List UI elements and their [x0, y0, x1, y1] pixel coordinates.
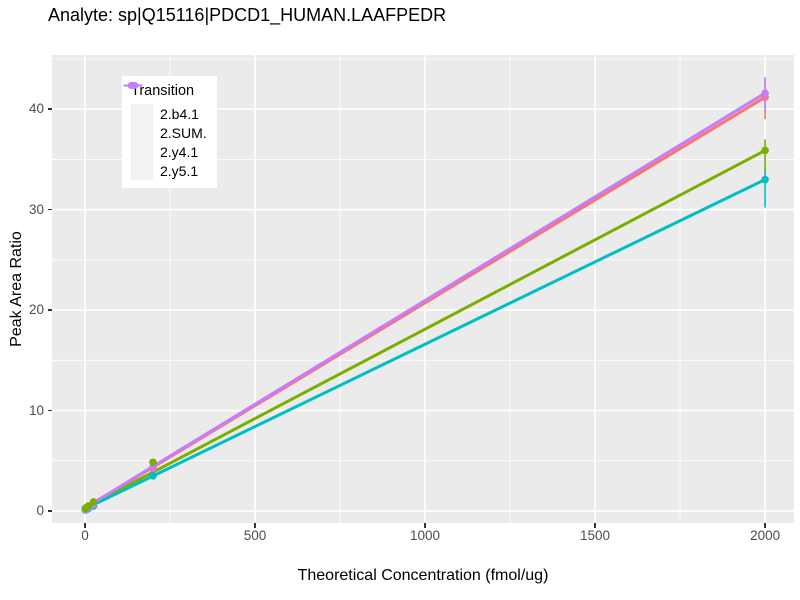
- legend-item-label: 2.SUM.: [160, 124, 207, 141]
- legend-item: 2.y5.1: [123, 81, 207, 180]
- x-tick-mark: [424, 523, 426, 528]
- legend-items: 2.b4.1 2.SUM. 2.y4.1 2.y5.1: [123, 81, 207, 180]
- y-tick-mark: [47, 309, 52, 311]
- legend-key: [123, 81, 153, 180]
- chart-title: Analyte: sp|Q15116|PDCD1_HUMAN.LAAFPEDR: [48, 5, 447, 25]
- series-line-2.y5.1: [84, 91, 766, 510]
- x-tick-label: 2000: [750, 528, 781, 543]
- legend-key: [123, 81, 153, 161]
- legend-key-mark-icon: [123, 81, 143, 90]
- x-tick-label: 0: [81, 528, 89, 543]
- data-point-2.SUM.: [149, 458, 157, 467]
- series-line-2.y4.1: [84, 178, 766, 511]
- legend-item-label: 2.y5.1: [160, 162, 199, 179]
- series-line-2.SUM.: [84, 149, 766, 510]
- data-point-2.y4.1: [761, 175, 769, 184]
- x-tick-mark: [254, 523, 256, 528]
- y-tick-mark: [47, 208, 52, 211]
- x-tick-mark: [84, 523, 86, 528]
- plot-panel: Transition 2.b4.1 2.SUM. 2.y4.1 2.y5.1: [52, 55, 794, 523]
- x-tick-label: 1000: [410, 528, 441, 543]
- x-tick-mark: [764, 523, 766, 528]
- x-tick-label: 1500: [580, 528, 611, 543]
- legend-item-label: 2.b4.1: [160, 105, 199, 122]
- legend-item: 2.b4.1: [123, 81, 207, 123]
- legend-key: [123, 81, 153, 123]
- data-point-2.SUM.: [89, 498, 98, 506]
- data-point-2.y5.1: [761, 89, 769, 97]
- x-tick-label: 500: [243, 528, 267, 543]
- data-point-2.SUM.: [84, 502, 93, 510]
- x-axis-title: Theoretical Concentration (fmol/ug): [297, 567, 549, 584]
- data-point-2.SUM.: [761, 146, 769, 155]
- y-tick-label: 0: [36, 502, 44, 518]
- data-point-2.y4.1: [149, 471, 157, 480]
- legend-title: Transition: [131, 83, 195, 99]
- y-tick-mark: [47, 409, 52, 412]
- y-tick-mark: [47, 108, 52, 110]
- y-tick-label: 20: [28, 302, 44, 318]
- y-axis-title: Peak Area Ratio: [8, 231, 25, 347]
- legend-item: 2.SUM.: [123, 81, 207, 142]
- legend: Transition 2.b4.1 2.SUM. 2.y4.1 2.y5.1: [122, 76, 217, 188]
- y-tick-label: 30: [28, 201, 44, 217]
- y-tick-label: 10: [28, 402, 44, 418]
- y-tick-label: 40: [28, 101, 44, 117]
- plot-area-svg: [52, 55, 794, 523]
- x-tick-mark: [594, 523, 596, 528]
- legend-item-label: 2.y4.1: [160, 143, 199, 160]
- legend-key: [123, 81, 153, 142]
- legend-item: 2.y4.1: [123, 81, 207, 161]
- y-tick-mark: [47, 510, 52, 512]
